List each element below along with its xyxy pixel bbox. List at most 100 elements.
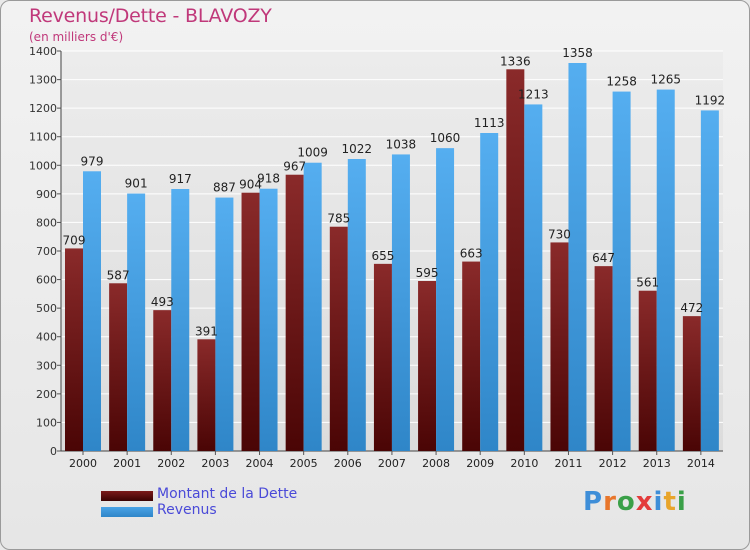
bar-debt	[373, 263, 392, 451]
bar-revenue	[171, 189, 190, 451]
bar-debt	[506, 69, 525, 452]
logo-letter: i	[653, 487, 664, 517]
proxiti-logo: Proxiti	[583, 487, 687, 517]
data-label-revenue: 918	[257, 172, 280, 186]
bar-revenue	[524, 104, 543, 451]
y-tick-label: 100	[36, 416, 57, 429]
data-label-revenue: 1022	[342, 142, 373, 156]
logo-letter: x	[635, 487, 654, 517]
y-tick-label: 1200	[29, 102, 57, 115]
bar-debt	[462, 261, 481, 451]
y-tick-label: 1000	[29, 159, 57, 172]
data-label-revenue: 1358	[562, 46, 593, 60]
x-tick-label: 2012	[599, 457, 627, 470]
logo-letter: i	[676, 487, 687, 517]
data-label-debt: 967	[283, 160, 306, 174]
bar-debt	[241, 192, 260, 451]
x-tick-label: 2005	[290, 457, 318, 470]
data-label-revenue: 1265	[650, 73, 681, 87]
y-tick-label: 1400	[29, 45, 57, 58]
data-label-debt: 561	[636, 276, 659, 290]
y-tick-label: 1100	[29, 131, 57, 144]
y-tick-label: 0	[50, 445, 57, 458]
x-tick-label: 2007	[378, 457, 406, 470]
data-label-revenue: 887	[213, 181, 236, 195]
bar-revenue	[127, 193, 146, 452]
bar-debt	[418, 281, 437, 451]
bar-debt	[285, 174, 304, 451]
bar-debt	[550, 242, 569, 451]
data-label-debt: 587	[107, 268, 130, 282]
x-tick-label: 2003	[201, 457, 229, 470]
data-label-debt: 1336	[500, 54, 531, 68]
bar-revenue	[215, 197, 234, 451]
y-tick-label: 400	[36, 331, 57, 344]
data-label-debt: 493	[151, 295, 174, 309]
y-tick-label: 200	[36, 388, 57, 401]
chart-title: Revenus/Dette - BLAVOZY	[29, 5, 272, 27]
bar-debt	[682, 316, 701, 451]
x-tick-label: 2004	[246, 457, 274, 470]
bar-revenue	[612, 91, 631, 452]
legend-label-revenue: Revenus	[157, 502, 217, 518]
y-tick-label: 800	[36, 216, 57, 229]
data-label-revenue: 1213	[518, 87, 549, 101]
y-tick-label: 300	[36, 359, 57, 372]
bar-revenue	[391, 154, 410, 451]
bar-revenue	[259, 188, 278, 451]
y-tick-label: 900	[36, 188, 57, 201]
y-tick-label: 700	[36, 245, 57, 258]
x-tick-label: 2010	[510, 457, 538, 470]
bar-revenue	[568, 63, 587, 451]
data-label-debt: 472	[680, 301, 703, 315]
bar-debt	[153, 310, 172, 451]
data-label-revenue: 1009	[297, 146, 328, 160]
bar-revenue	[347, 159, 366, 451]
chart-subtitle: (en milliers d'€)	[29, 30, 124, 44]
data-label-revenue: 1113	[474, 116, 505, 130]
data-label-debt: 730	[548, 227, 571, 241]
logo-letter: P	[583, 487, 604, 517]
legend-swatch-debt	[101, 491, 153, 501]
x-tick-label: 2006	[334, 457, 362, 470]
logo-letter: r	[603, 487, 617, 517]
logo-letter: t	[663, 487, 677, 517]
data-label-debt: 655	[371, 249, 394, 263]
data-label-debt: 709	[63, 233, 86, 247]
bar-revenue	[436, 148, 455, 451]
data-label-revenue: 1192	[695, 93, 726, 107]
y-tick-label: 500	[36, 302, 57, 315]
bar-debt	[638, 290, 657, 451]
data-label-debt: 647	[592, 251, 615, 265]
bar-revenue	[83, 171, 101, 452]
x-tick-label: 2008	[422, 457, 450, 470]
legend-label-debt: Montant de la Dette	[157, 486, 298, 502]
x-tick-label: 2002	[157, 457, 185, 470]
data-label-debt: 904	[239, 178, 262, 192]
x-tick-label: 2013	[643, 457, 671, 470]
data-label-revenue: 979	[81, 154, 104, 168]
bar-revenue	[480, 133, 499, 451]
x-tick-label: 2009	[466, 457, 494, 470]
y-tick-label: 1300	[29, 74, 57, 87]
bar-revenue	[656, 89, 675, 452]
data-label-debt: 595	[416, 266, 439, 280]
logo-letter: o	[616, 487, 636, 517]
data-label-debt: 785	[327, 212, 350, 226]
x-tick-label: 2000	[69, 457, 97, 470]
bar-debt	[109, 283, 128, 451]
data-label-debt: 663	[460, 247, 483, 261]
bar-debt	[197, 339, 216, 451]
data-label-revenue: 917	[169, 172, 192, 186]
bar-revenue	[700, 110, 719, 451]
data-label-revenue: 1258	[606, 75, 637, 89]
bar-debt	[329, 226, 348, 451]
data-label-revenue: 1038	[386, 137, 417, 151]
data-label-revenue: 901	[125, 177, 148, 191]
x-tick-label: 2001	[113, 457, 141, 470]
bar-debt	[65, 248, 83, 451]
bar-revenue	[303, 162, 322, 451]
legend-swatch-revenue	[101, 507, 153, 517]
data-label-debt: 391	[195, 324, 218, 338]
